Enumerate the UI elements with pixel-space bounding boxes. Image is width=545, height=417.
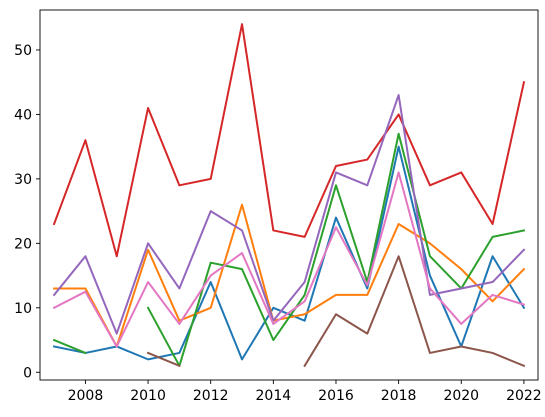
series-line-1 [52, 145, 526, 361]
y-tick-label: 50 [14, 43, 32, 59]
x-tick-label: 2020 [443, 388, 479, 404]
x-tick-label: 2018 [381, 388, 417, 404]
series-layer [52, 23, 526, 368]
series-line-7 [52, 171, 526, 348]
y-tick-label: 20 [14, 236, 32, 252]
x-tick-label: 2016 [318, 388, 354, 404]
ticks-layer: 2008 2010 2012 2014 2016 2018 2020 2022 0 10 20 30 4… [14, 43, 542, 404]
x-tick-label: 2014 [256, 388, 292, 404]
x-tick-label: 2008 [68, 388, 104, 404]
x-tick-label: 2010 [130, 388, 166, 404]
series-line-4 [52, 23, 526, 258]
y-tick-label: 10 [14, 301, 32, 317]
y-tick-label: 0 [23, 365, 32, 381]
y-tick-label: 40 [14, 107, 32, 123]
x-tick-label: 2022 [506, 388, 542, 404]
series-line-6 [146, 255, 526, 368]
plot-frame [39, 9, 539, 381]
series-line-5 [52, 94, 526, 335]
y-tick-label: 30 [14, 172, 32, 188]
x-tick-label: 2012 [193, 388, 229, 404]
